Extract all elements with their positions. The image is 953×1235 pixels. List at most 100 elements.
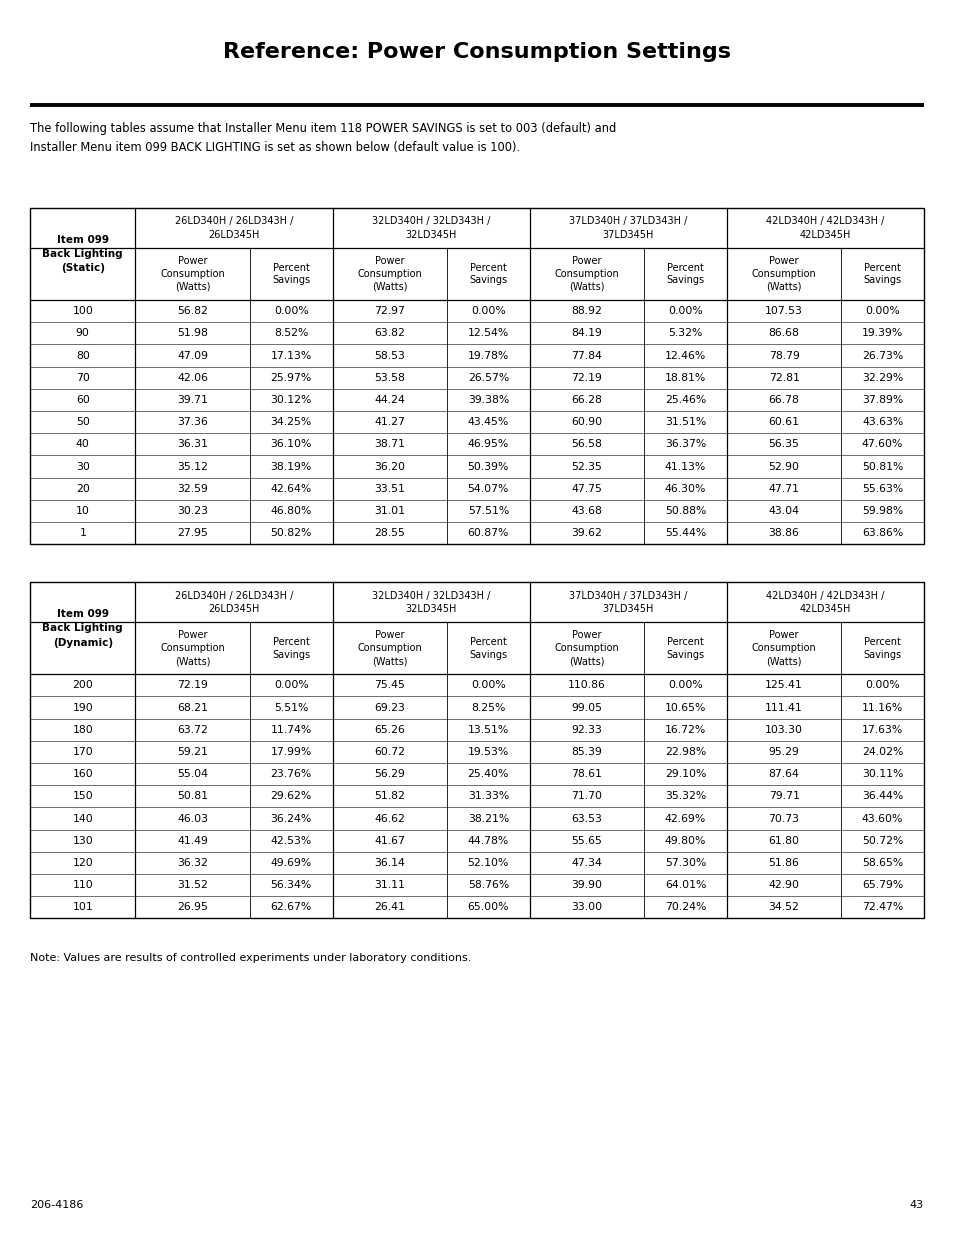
Text: 0.00%: 0.00%	[274, 306, 308, 316]
Text: 28.55: 28.55	[374, 529, 405, 538]
Text: 50.82%: 50.82%	[271, 529, 312, 538]
Text: 26LD340H / 26LD343H /
26LD345H: 26LD340H / 26LD343H / 26LD345H	[174, 590, 293, 614]
Text: 58.65%: 58.65%	[862, 858, 902, 868]
Text: 32.59: 32.59	[177, 484, 208, 494]
Text: 63.86%: 63.86%	[862, 529, 902, 538]
Text: 42LD340H / 42LD343H /
42LD345H: 42LD340H / 42LD343H / 42LD345H	[765, 216, 883, 240]
Text: 43: 43	[909, 1200, 923, 1210]
Text: 31.52: 31.52	[177, 881, 208, 890]
Text: 50: 50	[75, 417, 90, 427]
Text: 33.00: 33.00	[571, 903, 602, 913]
Text: 36.10%: 36.10%	[271, 440, 312, 450]
Text: 110: 110	[72, 881, 93, 890]
Text: 8.25%: 8.25%	[471, 703, 505, 713]
Text: Percent
Savings: Percent Savings	[862, 263, 901, 285]
Text: 43.04: 43.04	[768, 506, 799, 516]
Text: Percent
Savings: Percent Savings	[469, 637, 507, 659]
Text: 19.78%: 19.78%	[467, 351, 509, 361]
Text: 58.76%: 58.76%	[467, 881, 509, 890]
Text: 0.00%: 0.00%	[667, 680, 702, 690]
Text: 8.52%: 8.52%	[274, 329, 308, 338]
Text: The following tables assume that Installer Menu item 118 POWER SAVINGS is set to: The following tables assume that Install…	[30, 122, 616, 154]
Text: 36.20: 36.20	[374, 462, 405, 472]
Text: 70: 70	[75, 373, 90, 383]
Text: 68.21: 68.21	[177, 703, 208, 713]
Text: Percent
Savings: Percent Savings	[272, 263, 310, 285]
Text: 19.53%: 19.53%	[467, 747, 509, 757]
Text: 49.69%: 49.69%	[271, 858, 312, 868]
Text: 64.01%: 64.01%	[664, 881, 705, 890]
Text: 43.68: 43.68	[571, 506, 601, 516]
Text: Note: Values are results of controlled experiments under laboratory conditions.: Note: Values are results of controlled e…	[30, 953, 471, 963]
Text: 31.33%: 31.33%	[467, 792, 509, 802]
Text: 39.62: 39.62	[571, 529, 601, 538]
Text: 26.57%: 26.57%	[467, 373, 509, 383]
Text: 40: 40	[75, 440, 90, 450]
Text: 27.95: 27.95	[177, 529, 208, 538]
Text: 39.71: 39.71	[177, 395, 208, 405]
Text: 63.82: 63.82	[374, 329, 405, 338]
Text: 160: 160	[72, 769, 93, 779]
Text: 75.45: 75.45	[374, 680, 405, 690]
Text: 37LD340H / 37LD343H /
37LD345H: 37LD340H / 37LD343H / 37LD345H	[569, 590, 687, 614]
Text: 35.12: 35.12	[177, 462, 208, 472]
Text: 55.04: 55.04	[177, 769, 208, 779]
Text: Item 099
Back Lighting
(Static): Item 099 Back Lighting (Static)	[42, 235, 123, 273]
Text: 42.06: 42.06	[177, 373, 208, 383]
Text: 30: 30	[75, 462, 90, 472]
Text: 103.30: 103.30	[764, 725, 802, 735]
Text: 43.63%: 43.63%	[862, 417, 902, 427]
Text: 87.64: 87.64	[768, 769, 799, 779]
Text: 50.88%: 50.88%	[664, 506, 705, 516]
Text: 60.90: 60.90	[571, 417, 602, 427]
Text: 19.39%: 19.39%	[862, 329, 902, 338]
Text: 180: 180	[72, 725, 93, 735]
Text: 31.11: 31.11	[374, 881, 405, 890]
Text: 10.65%: 10.65%	[664, 703, 705, 713]
Text: 41.49: 41.49	[177, 836, 208, 846]
Text: 36.37%: 36.37%	[664, 440, 705, 450]
Text: 38.19%: 38.19%	[271, 462, 312, 472]
Bar	[30, 207, 923, 545]
Text: 99.05: 99.05	[571, 703, 601, 713]
Text: 92.33: 92.33	[571, 725, 601, 735]
Text: 29.62%: 29.62%	[271, 792, 312, 802]
Text: 5.32%: 5.32%	[668, 329, 702, 338]
Text: Percent
Savings: Percent Savings	[862, 637, 901, 659]
Text: 111.41: 111.41	[764, 703, 802, 713]
Text: 36.14: 36.14	[374, 858, 405, 868]
Text: 41.27: 41.27	[374, 417, 405, 427]
Text: 33.51: 33.51	[374, 484, 405, 494]
Text: 206-4186: 206-4186	[30, 1200, 83, 1210]
Text: 36.24%: 36.24%	[271, 814, 312, 824]
Text: 56.34%: 56.34%	[271, 881, 312, 890]
Text: 52.10%: 52.10%	[467, 858, 509, 868]
Text: 59.21: 59.21	[177, 747, 208, 757]
Text: 53.58: 53.58	[374, 373, 405, 383]
Text: 55.44%: 55.44%	[664, 529, 705, 538]
Text: 70.73: 70.73	[768, 814, 799, 824]
Text: 39.38%: 39.38%	[467, 395, 509, 405]
Text: 60.72: 60.72	[374, 747, 405, 757]
Text: 32LD340H / 32LD343H /
32LD345H: 32LD340H / 32LD343H / 32LD345H	[372, 590, 490, 614]
Text: 78.79: 78.79	[768, 351, 799, 361]
Text: 24.02%: 24.02%	[861, 747, 902, 757]
Text: 42.53%: 42.53%	[271, 836, 312, 846]
Text: Reference: Power Consumption Settings: Reference: Power Consumption Settings	[223, 42, 730, 62]
Text: 47.34: 47.34	[571, 858, 601, 868]
Text: 55.65: 55.65	[571, 836, 601, 846]
Text: 44.78%: 44.78%	[467, 836, 509, 846]
Text: 46.80%: 46.80%	[271, 506, 312, 516]
Text: 65.79%: 65.79%	[862, 881, 902, 890]
Text: 30.11%: 30.11%	[861, 769, 902, 779]
Text: 60.87%: 60.87%	[467, 529, 509, 538]
Text: 66.78: 66.78	[768, 395, 799, 405]
Text: 59.98%: 59.98%	[862, 506, 902, 516]
Text: 25.40%: 25.40%	[467, 769, 509, 779]
Text: 77.84: 77.84	[571, 351, 601, 361]
Text: 190: 190	[72, 703, 93, 713]
Text: 66.28: 66.28	[571, 395, 601, 405]
Text: 42LD340H / 42LD343H /
42LD345H: 42LD340H / 42LD343H / 42LD345H	[765, 590, 883, 614]
Text: 39.90: 39.90	[571, 881, 601, 890]
Text: Power
Consumption
(Watts): Power Consumption (Watts)	[554, 630, 618, 666]
